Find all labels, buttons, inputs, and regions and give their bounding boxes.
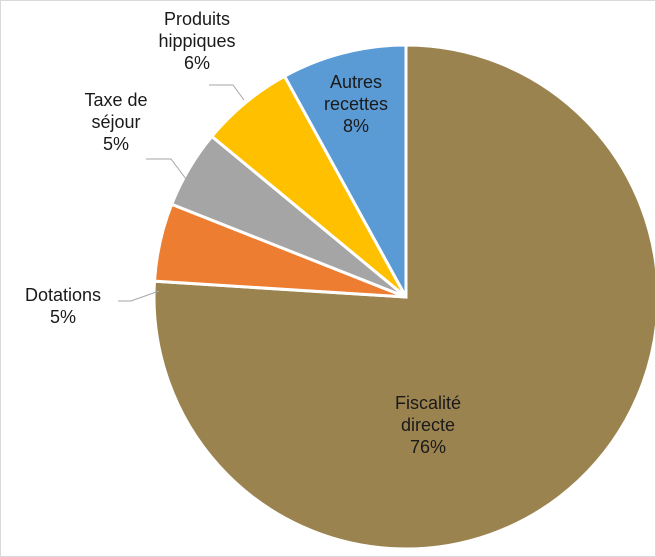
- pie-slice-autres-recettes: [282, 43, 408, 298]
- data-labels-layer: Fiscalité directe 76% Dotations 5% Taxe de séj…: [25, 9, 461, 457]
- leader-lines-layer: [118, 84, 245, 302]
- data-label-produits-hippiques: Produits hippiques 6%: [158, 9, 235, 73]
- data-label-autres-recettes: Autres recettes 8%: [324, 72, 388, 136]
- data-label-dotations: Dotations 5%: [25, 285, 101, 327]
- slices-layer: [152, 43, 655, 551]
- data-label-taxe-de-s-jour: Taxe de séjour 5%: [84, 90, 147, 154]
- data-label-fiscalit-directe: Fiscalité directe 76%: [395, 393, 461, 457]
- leader-line: [146, 158, 187, 180]
- leader-line: [118, 290, 160, 302]
- leader-line: [209, 84, 245, 101]
